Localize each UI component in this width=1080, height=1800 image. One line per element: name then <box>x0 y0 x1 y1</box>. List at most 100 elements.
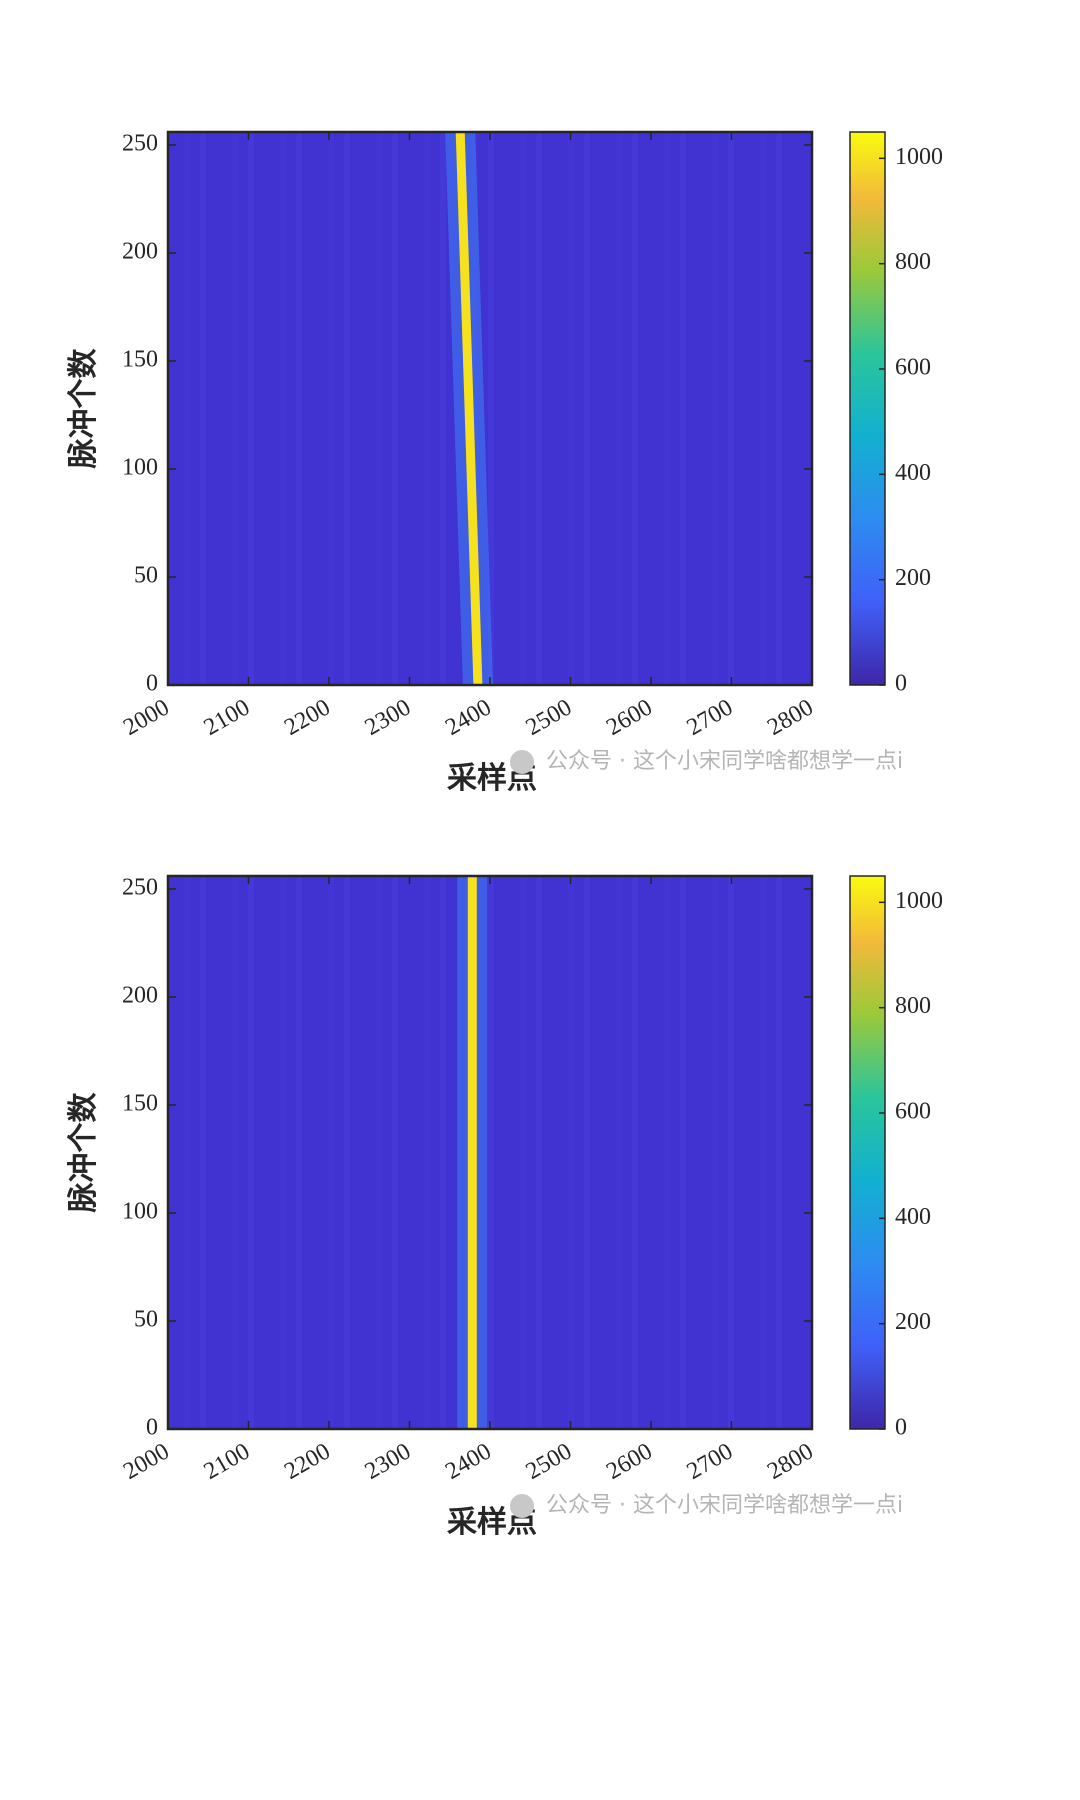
stripe <box>680 876 686 1429</box>
stripe <box>664 132 670 685</box>
stripe <box>760 132 766 685</box>
stripe <box>568 132 574 685</box>
stripe <box>344 876 350 1429</box>
x-tick-label: 2600 <box>602 1438 657 1485</box>
colorbar-tick-label: 0 <box>895 671 907 697</box>
stripe <box>664 876 670 1429</box>
stripe <box>712 132 718 685</box>
stripe <box>488 132 494 685</box>
x-tick-label: 2800 <box>763 1438 818 1485</box>
stripe <box>344 132 350 685</box>
y-axis-label: 脉冲个数 <box>67 348 100 469</box>
stripe <box>584 132 590 685</box>
stripe <box>776 876 782 1429</box>
stripe <box>616 132 622 685</box>
stripe <box>712 876 718 1429</box>
colorbar-tick-label: 800 <box>895 993 931 1019</box>
y-tick-label: 50 <box>134 562 158 588</box>
colorbar-tick-label: 1000 <box>895 888 943 914</box>
colorbar-tick-label: 400 <box>895 1204 931 1230</box>
colorbar-tick-label: 1000 <box>895 144 943 170</box>
y-tick-label: 150 <box>122 346 158 372</box>
stripe <box>728 876 734 1429</box>
stripe <box>776 132 782 685</box>
stripe <box>424 132 430 685</box>
colorbar-tick-label: 0 <box>895 1415 907 1441</box>
colorbar-tick-label: 600 <box>895 355 931 381</box>
stripe <box>376 876 382 1429</box>
x-tick-label: 2200 <box>280 1438 335 1485</box>
stripe <box>328 876 334 1429</box>
x-tick-label: 2100 <box>200 1438 255 1485</box>
stripe <box>728 132 734 685</box>
x-tick-label: 2300 <box>361 1438 416 1485</box>
stripe <box>440 132 446 685</box>
stripe <box>280 876 286 1429</box>
stripe <box>232 876 238 1429</box>
stripe <box>248 132 254 685</box>
x-tick-label: 2000 <box>119 1438 174 1485</box>
stripe <box>392 876 398 1429</box>
x-tick-label: 2400 <box>441 694 496 741</box>
y-tick-label: 200 <box>122 238 158 264</box>
x-tick-label: 2300 <box>361 694 416 741</box>
y-tick-label: 0 <box>146 671 158 697</box>
colorbar-tick-label: 600 <box>895 1099 931 1125</box>
stripe <box>184 132 190 685</box>
stripe <box>520 132 526 685</box>
x-tick-label: 2700 <box>683 694 738 741</box>
stripe <box>632 876 638 1429</box>
stripe <box>760 876 766 1429</box>
stripe <box>376 132 382 685</box>
stripe <box>296 876 302 1429</box>
stripe <box>616 876 622 1429</box>
stripe <box>248 876 254 1429</box>
colorbar-tick-label: 200 <box>895 565 931 591</box>
stripe <box>280 132 286 685</box>
y-tick-label: 100 <box>122 454 158 480</box>
y-tick-label: 100 <box>122 1198 158 1224</box>
stripe <box>680 132 686 685</box>
stripe <box>584 876 590 1429</box>
colorbar <box>849 875 886 1430</box>
colorbar <box>849 131 886 686</box>
x-tick-label: 2700 <box>683 1438 738 1485</box>
stripe <box>296 132 302 685</box>
x-tick-label: 2100 <box>200 694 255 741</box>
x-tick-label: 2400 <box>441 1438 496 1485</box>
stripe <box>392 132 398 685</box>
watermark-icon <box>510 1494 534 1518</box>
stripe <box>200 876 206 1429</box>
y-tick-label: 50 <box>134 1306 158 1332</box>
watermark: 公众号 · 这个小宋同学啥都想学一点i <box>546 1493 903 1518</box>
x-tick-label: 2500 <box>522 694 577 741</box>
y-tick-label: 200 <box>122 982 158 1008</box>
stripe <box>440 876 446 1429</box>
colorbar-tick-label: 400 <box>895 460 931 486</box>
stripe <box>520 876 526 1429</box>
watermark: 公众号 · 这个小宋同学啥都想学一点i <box>546 749 903 774</box>
colorbar-tick-label: 800 <box>895 249 931 275</box>
colorbar-tick-label: 200 <box>895 1309 931 1335</box>
ridge-line <box>455 131 483 686</box>
stripe <box>632 132 638 685</box>
y-axis-label: 脉冲个数 <box>67 1092 100 1213</box>
x-tick-label: 2000 <box>119 694 174 741</box>
y-tick-label: 250 <box>122 130 158 156</box>
y-tick-label: 250 <box>122 874 158 900</box>
x-tick-label: 2500 <box>522 1438 577 1485</box>
stripe <box>488 876 494 1429</box>
watermark-icon <box>510 750 534 774</box>
x-tick-label: 2200 <box>280 694 335 741</box>
y-tick-label: 150 <box>122 1090 158 1116</box>
stripe <box>328 132 334 685</box>
stripe <box>536 876 542 1429</box>
stripe <box>424 876 430 1429</box>
stripe <box>232 132 238 685</box>
stripe <box>184 876 190 1429</box>
stripe <box>568 876 574 1429</box>
stripe <box>536 132 542 685</box>
y-tick-label: 0 <box>146 1415 158 1441</box>
